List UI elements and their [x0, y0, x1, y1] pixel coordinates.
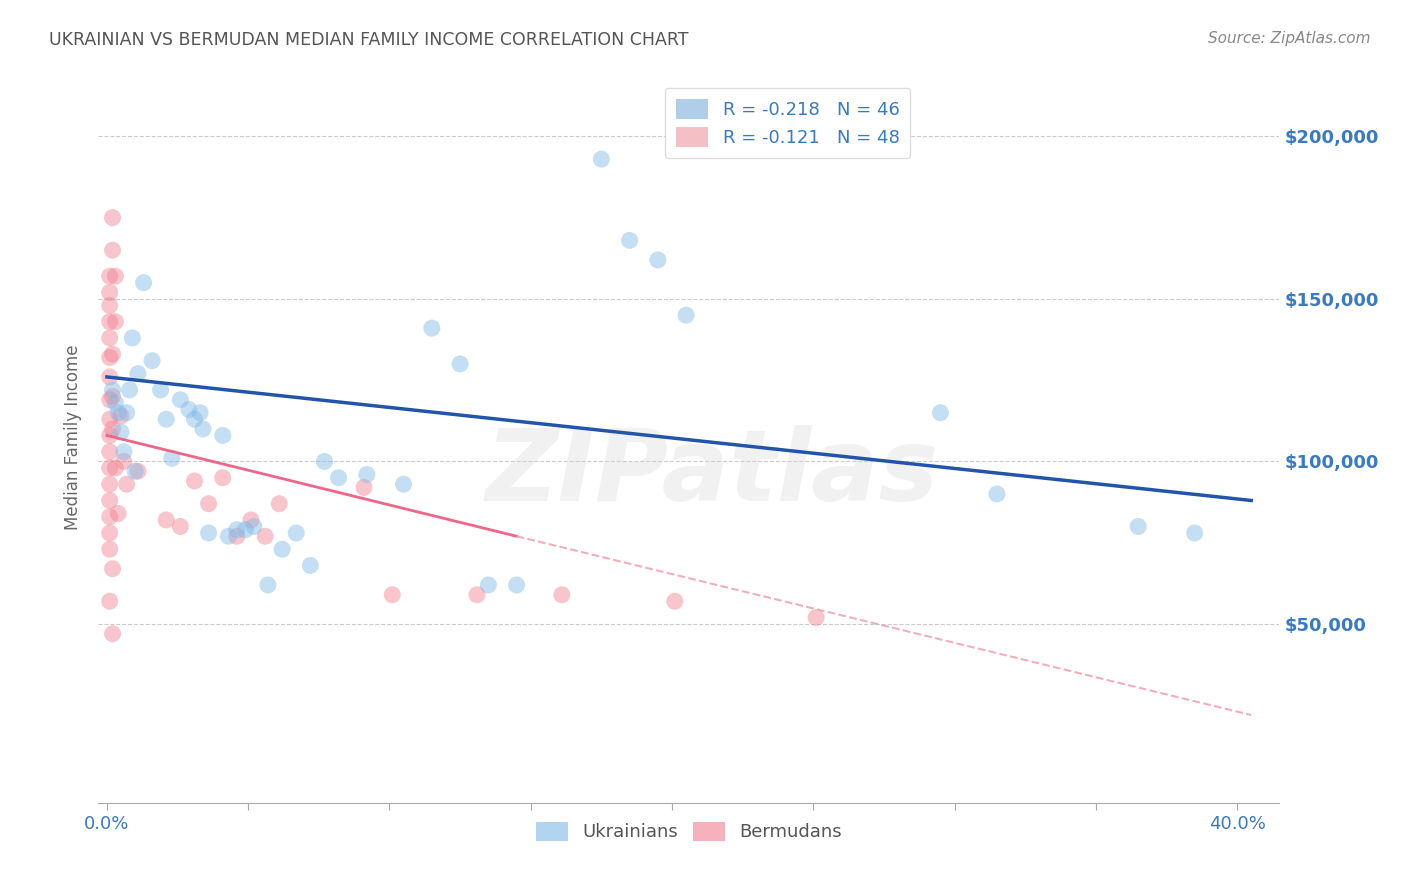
Point	[169, 519, 191, 533]
Point	[160, 451, 183, 466]
Point	[155, 513, 177, 527]
Point	[1128, 519, 1150, 533]
Point	[101, 422, 124, 436]
Point	[1184, 526, 1206, 541]
Point	[98, 351, 121, 365]
Point	[98, 594, 121, 608]
Point	[101, 211, 124, 225]
Point	[98, 331, 121, 345]
Text: UKRAINIAN VS BERMUDAN MEDIAN FAMILY INCOME CORRELATION CHART: UKRAINIAN VS BERMUDAN MEDIAN FAMILY INCO…	[49, 31, 689, 49]
Point	[449, 357, 471, 371]
Point	[269, 497, 291, 511]
Point	[98, 428, 121, 442]
Point	[929, 406, 952, 420]
Point	[101, 243, 124, 257]
Point	[328, 471, 350, 485]
Point	[240, 513, 263, 527]
Point	[110, 425, 132, 440]
Point	[101, 389, 124, 403]
Point	[104, 396, 127, 410]
Point	[233, 523, 256, 537]
Y-axis label: Median Family Income: Median Family Income	[65, 344, 83, 530]
Point	[101, 383, 124, 397]
Point	[98, 461, 121, 475]
Point	[381, 588, 404, 602]
Point	[118, 383, 141, 397]
Point	[104, 315, 127, 329]
Point	[98, 269, 121, 284]
Point	[98, 392, 121, 407]
Point	[141, 353, 163, 368]
Point	[98, 370, 121, 384]
Point	[477, 578, 499, 592]
Point	[101, 347, 124, 361]
Point	[285, 526, 308, 541]
Point	[104, 269, 127, 284]
Point	[299, 558, 322, 573]
Point	[675, 308, 697, 322]
Point	[101, 626, 124, 640]
Point	[551, 588, 574, 602]
Point	[98, 298, 121, 312]
Point	[177, 402, 200, 417]
Point	[314, 454, 336, 468]
Text: Source: ZipAtlas.com: Source: ZipAtlas.com	[1208, 31, 1371, 46]
Point	[217, 529, 239, 543]
Text: ZIPatlas: ZIPatlas	[486, 425, 939, 522]
Point	[191, 422, 214, 436]
Point	[183, 412, 205, 426]
Point	[98, 285, 121, 300]
Point	[505, 578, 527, 592]
Point	[188, 406, 211, 420]
Point	[420, 321, 443, 335]
Point	[591, 152, 613, 166]
Point	[149, 383, 172, 397]
Point	[197, 526, 219, 541]
Point	[121, 331, 143, 345]
Point	[98, 493, 121, 508]
Point	[115, 406, 138, 420]
Point	[127, 367, 149, 381]
Point	[98, 315, 121, 329]
Point	[619, 234, 641, 248]
Point	[647, 252, 669, 267]
Point	[465, 588, 488, 602]
Point	[98, 526, 121, 541]
Point	[243, 519, 266, 533]
Point	[197, 497, 219, 511]
Point	[211, 428, 233, 442]
Point	[183, 474, 205, 488]
Point	[101, 562, 124, 576]
Point	[271, 542, 294, 557]
Point	[107, 507, 129, 521]
Point	[104, 461, 127, 475]
Point	[98, 412, 121, 426]
Point	[664, 594, 686, 608]
Point	[211, 471, 233, 485]
Point	[132, 276, 155, 290]
Point	[112, 444, 135, 458]
Point	[98, 444, 121, 458]
Point	[115, 477, 138, 491]
Point	[353, 480, 375, 494]
Point	[110, 409, 132, 423]
Point	[225, 529, 247, 543]
Point	[986, 487, 1008, 501]
Point	[98, 477, 121, 491]
Point	[169, 392, 191, 407]
Legend: Ukrainians, Bermudans: Ukrainians, Bermudans	[529, 814, 849, 848]
Point	[356, 467, 378, 482]
Point	[98, 509, 121, 524]
Point	[392, 477, 415, 491]
Point	[98, 542, 121, 557]
Point	[112, 454, 135, 468]
Point	[254, 529, 277, 543]
Point	[107, 406, 129, 420]
Point	[155, 412, 177, 426]
Point	[225, 523, 247, 537]
Point	[124, 464, 146, 478]
Point	[257, 578, 280, 592]
Point	[804, 610, 827, 624]
Point	[127, 464, 149, 478]
